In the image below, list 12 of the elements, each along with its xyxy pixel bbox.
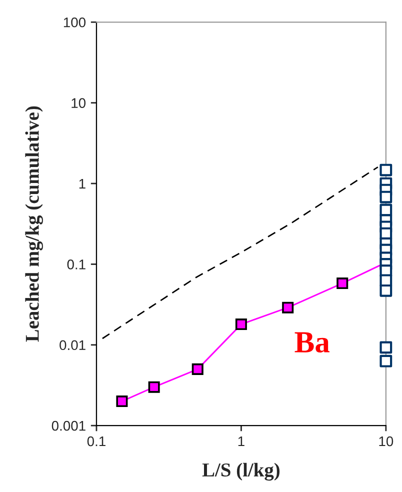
y-tick-label: 10	[72, 98, 86, 108]
x-axis-title: L/S (l/kg)	[202, 462, 280, 481]
x-tick-label: 0.1	[87, 436, 106, 446]
y-tick-label: 100	[64, 17, 86, 28]
y-tick-label: 0.1	[67, 260, 86, 270]
y-tick-label: 0.001	[52, 420, 86, 431]
y-tick-label: 1	[79, 178, 86, 189]
x-tick-label: 1	[238, 436, 244, 446]
x-tick-label: 10	[379, 436, 394, 446]
y-axis-title: Leached mg/kg (cumulative)	[25, 106, 43, 342]
y-tick-label: 0.01	[60, 340, 86, 350]
annotation: Ba	[294, 332, 330, 353]
